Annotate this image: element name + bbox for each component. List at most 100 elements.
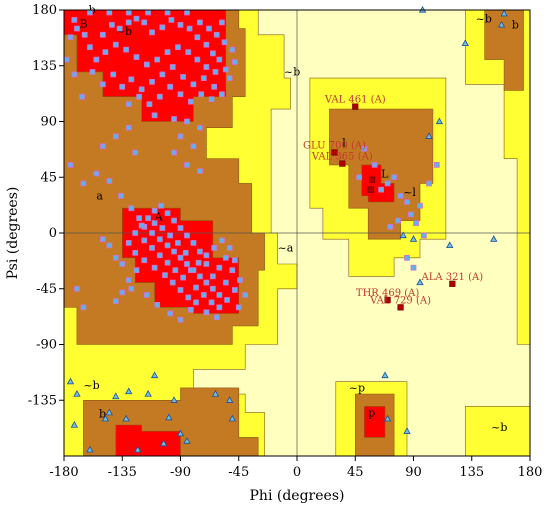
- residue-point: [203, 252, 210, 259]
- region-label: ~p: [349, 382, 365, 395]
- glycine-point: [170, 396, 178, 403]
- residue-point: [128, 285, 135, 292]
- residue-annotation: GLU 700 (A): [303, 140, 366, 151]
- residue-point: [136, 93, 142, 100]
- region-label: ~a: [278, 242, 294, 255]
- residue-point: [203, 64, 210, 70]
- residue-point: [151, 207, 158, 214]
- glycine-point: [425, 132, 433, 139]
- residue-point: [136, 215, 142, 221]
- residue-point: [226, 75, 233, 81]
- residue-point: [93, 170, 100, 177]
- residue-point: [89, 69, 96, 75]
- residue-point: [194, 34, 201, 41]
- residue-point: [102, 49, 109, 55]
- glycine-point: [101, 414, 110, 422]
- residue-point: [190, 81, 197, 88]
- outlier-point: [339, 160, 346, 167]
- y-axis-label: Psi (degrees): [5, 187, 21, 280]
- residue-point: [188, 98, 194, 105]
- residue-point: [159, 225, 166, 231]
- region-label: ~l: [403, 186, 416, 199]
- residue-point: [81, 31, 88, 38]
- residue-point: [125, 124, 132, 131]
- residue-point: [219, 237, 225, 244]
- residue-point: [133, 54, 140, 60]
- x-tick-label: 45: [347, 465, 364, 480]
- y-tick-label: 180: [32, 3, 57, 18]
- region-label: ~b: [284, 66, 300, 79]
- residue-point: [177, 91, 184, 98]
- glycine-point: [176, 429, 185, 437]
- residue-point: [132, 149, 139, 156]
- residue-point: [224, 297, 230, 303]
- x-tick-label: 90: [405, 465, 422, 480]
- residue-point: [200, 292, 207, 298]
- residue-point: [159, 24, 166, 31]
- residue-point: [226, 245, 233, 251]
- residue-point: [99, 81, 106, 88]
- residue-point: [149, 29, 155, 36]
- residue-point: [67, 34, 74, 41]
- residue-point: [67, 162, 74, 168]
- residue-point: [200, 75, 207, 81]
- residue-point: [193, 284, 199, 291]
- glycine-point: [150, 371, 159, 379]
- residue-point: [197, 124, 203, 131]
- residue-point: [151, 220, 158, 226]
- glycine-point: [122, 414, 130, 422]
- glycine-point: [409, 235, 418, 242]
- residue-point: [185, 294, 192, 301]
- outlier-point: [352, 103, 359, 110]
- residue-point: [119, 83, 126, 90]
- y-tick-label: -45: [36, 282, 57, 297]
- residue-point: [211, 245, 218, 251]
- glycine-point: [228, 414, 236, 422]
- glycine-point: [211, 390, 220, 397]
- y-tick-label: 45: [40, 170, 57, 185]
- residue-point: [99, 143, 106, 150]
- residue-point: [203, 309, 210, 316]
- glycine-point: [446, 241, 454, 248]
- glycine-point: [383, 414, 392, 422]
- residue-point: [172, 267, 179, 274]
- residue-point: [378, 186, 384, 193]
- residue-point: [80, 304, 87, 311]
- residue-point: [151, 264, 158, 271]
- residue-point: [80, 180, 87, 187]
- residue-point: [123, 46, 129, 53]
- glycine-point: [403, 427, 411, 434]
- glycine-point: [70, 421, 79, 428]
- x-axis-label: Phi (degrees): [250, 488, 345, 504]
- residue-point: [197, 19, 203, 26]
- residue-point: [361, 145, 368, 152]
- residue-point: [164, 210, 171, 217]
- residue-point: [177, 316, 184, 323]
- residue-point: [235, 304, 242, 311]
- residue-point: [206, 25, 212, 32]
- residue-point: [138, 222, 145, 229]
- glycine-point: [134, 445, 142, 453]
- residue-point: [146, 101, 153, 108]
- outlier-point: [384, 296, 391, 304]
- residue-point: [216, 292, 223, 298]
- glycine-point: [226, 396, 234, 403]
- residue-point: [119, 289, 126, 296]
- y-tick-label: 90: [40, 115, 57, 130]
- glycine-point: [381, 371, 389, 379]
- glycine-point: [416, 278, 424, 286]
- residue-point: [222, 66, 229, 73]
- region-label: p: [368, 406, 375, 419]
- residue-point: [145, 9, 151, 16]
- residue-point: [177, 133, 184, 140]
- residue-point: [203, 261, 210, 267]
- residue-point: [219, 19, 225, 26]
- region-label: L: [381, 167, 389, 180]
- residue-point: [71, 17, 78, 23]
- residue-point: [177, 254, 184, 261]
- glycine-point: [183, 437, 191, 444]
- glycine-point: [165, 413, 173, 421]
- residue-point: [188, 306, 194, 313]
- residue-point: [421, 232, 427, 239]
